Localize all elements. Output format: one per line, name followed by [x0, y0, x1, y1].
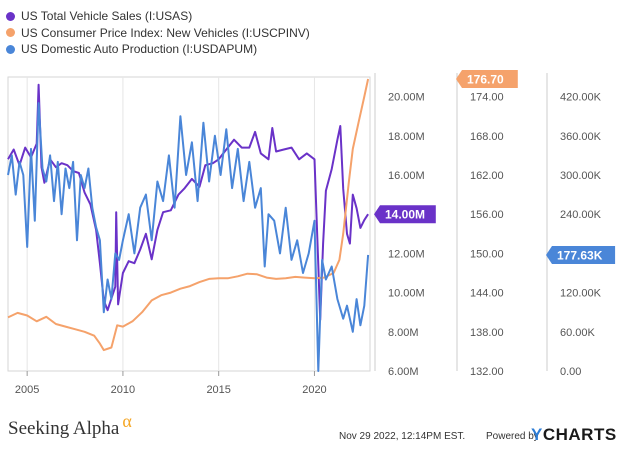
legend-marker-icon	[6, 44, 15, 54]
chart: 2005 2010 2015 2020 6.00M 8.00M 10.00M 12.00M 14…	[7, 69, 616, 396]
x-tick-label: 2005	[15, 384, 39, 396]
y-tick-label: 144.00	[470, 288, 504, 300]
y-tick-label: 6.00M	[388, 366, 419, 378]
ycharts-rest: CHARTS	[542, 425, 617, 444]
y-tick-label: 20.00M	[388, 92, 425, 104]
plot-frame	[7, 76, 371, 372]
legend-marker-icon	[6, 28, 15, 38]
legend-marker-icon	[6, 11, 15, 21]
y-tick-label: 60.00K	[560, 327, 596, 339]
legend-label: US Domestic Auto Production (I:USDAPUM)	[21, 42, 258, 56]
value-flag-label: 14.00M	[385, 208, 425, 222]
seeking-alpha-logo: Seeking Alpha α	[8, 411, 132, 440]
y-tick-label: 420.00K	[560, 92, 602, 104]
y-tick-label: 162.00	[470, 170, 504, 182]
series-line	[7, 102, 370, 372]
brand-name: Seeking Alpha	[8, 418, 120, 439]
ycharts-y: Y	[531, 425, 543, 444]
x-tick-label: 2020	[302, 384, 326, 396]
value-flag: 177.63K	[546, 245, 616, 264]
y-tick-label: 18.00M	[388, 131, 425, 143]
timestamp: Nov 29 2022, 12:14PM EST.	[339, 431, 466, 442]
alpha-symbol: α	[122, 411, 132, 431]
value-flag-bg	[456, 69, 518, 88]
y-tick-label: 150.00	[470, 248, 504, 260]
y-tick-label: 168.00	[470, 131, 504, 143]
ycharts-logo[interactable]: YCHARTS	[531, 425, 617, 445]
x-tick-label: 2015	[206, 384, 230, 396]
value-flag-bg	[374, 205, 436, 224]
y-tick-label: 12.00M	[388, 248, 425, 260]
y-tick-label: 10.00M	[388, 288, 425, 300]
legend-item[interactable]: US Consumer Price Index: New Vehicles (I…	[6, 25, 310, 42]
legend: US Total Vehicle Sales (I:USAS) US Consum…	[6, 8, 310, 58]
y-tick-label: 16.00M	[388, 170, 425, 182]
y-tick-label: 174.00	[470, 92, 504, 104]
y-tick-label: 240.00K	[560, 209, 602, 221]
value-flag-label: 177.63K	[557, 248, 603, 262]
y-tick-label: 120.00K	[560, 288, 602, 300]
y-tick-label: 8.00M	[388, 327, 419, 339]
series-line	[7, 83, 369, 321]
y-tick-label: 132.00	[470, 366, 504, 378]
value-flag-bg	[546, 245, 616, 264]
legend-label: US Total Vehicle Sales (I:USAS)	[21, 9, 193, 23]
powered-by-label: Powered by	[486, 431, 539, 442]
legend-item[interactable]: US Total Vehicle Sales (I:USAS)	[6, 8, 310, 25]
legend-label: US Consumer Price Index: New Vehicles (I…	[21, 25, 310, 40]
y-tick-label: 0.00	[560, 366, 581, 378]
x-tick-label: 2010	[111, 384, 135, 396]
y-tick-label: 360.00K	[560, 131, 602, 143]
value-flag-label: 176.70	[467, 72, 504, 86]
legend-item[interactable]: US Domestic Auto Production (I:USDAPUM)	[6, 41, 310, 58]
y-tick-label: 138.00	[470, 327, 504, 339]
y-tick-label: 156.00	[470, 209, 504, 221]
value-flag: 176.70	[456, 69, 518, 88]
y-tick-label: 300.00K	[560, 170, 602, 182]
value-flag: 14.00M	[374, 205, 436, 224]
